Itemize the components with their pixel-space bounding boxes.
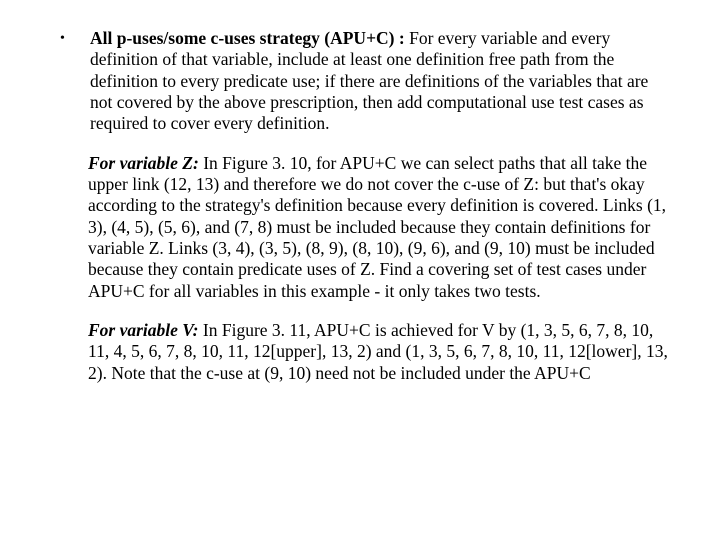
section-2-text: In Figure 3. 10, for APU+C we can select… xyxy=(88,153,666,301)
section-2-heading: For variable Z: xyxy=(88,153,203,173)
section-1-heading: All p-uses/some c-uses strategy (APU+C) … xyxy=(90,28,409,48)
section-3: For variable V: In Figure 3. 11, APU+C i… xyxy=(88,320,670,384)
document-page: • All p-uses/some c-uses strategy (APU+C… xyxy=(0,0,720,422)
section-3-heading: For variable V: xyxy=(88,320,203,340)
bullet-list-item: • All p-uses/some c-uses strategy (APU+C… xyxy=(58,28,670,135)
section-2: For variable Z: In Figure 3. 10, for APU… xyxy=(88,153,670,302)
section-1: All p-uses/some c-uses strategy (APU+C) … xyxy=(90,28,670,135)
bullet-glyph: • xyxy=(58,28,90,135)
